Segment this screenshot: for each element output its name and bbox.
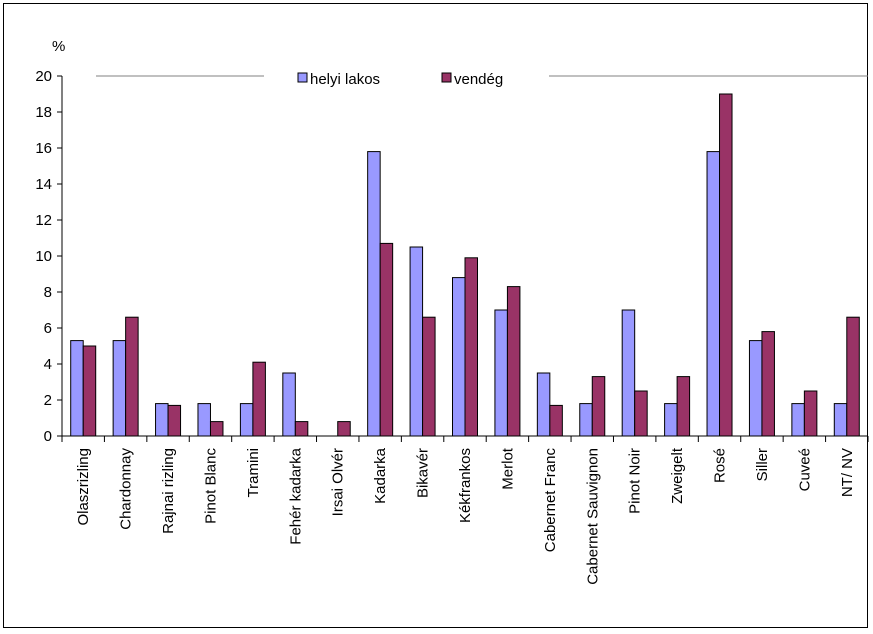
bar-helyi-lakos-15 [706,151,721,437]
bar-vendeg-9 [464,257,478,437]
y-tick-label: 12 [35,212,52,229]
x-tick-label: Bikavér [415,448,432,498]
bar-vendeg-18 [846,316,860,437]
chart-frame: % 0 2 4 6 8 10 12 14 16 18 20 Olaszrizling Chardonna… [3,3,869,628]
x-tick-label: NT/ NV [839,448,856,497]
x-tick-label: Kadarka [372,447,389,504]
y-axis-label: % [52,38,65,55]
x-tick-label: Pinot Blanc [202,448,219,524]
bar-helyi-lakos-2 [155,403,169,437]
bar-vendeg-6 [337,421,351,437]
bar-vendeg-5 [294,421,309,437]
legend-label-vendeg: vendég [454,71,503,88]
x-tick-label: Irsai Olvér [330,448,347,516]
x-tick-label: Cabernet Franc [542,448,559,553]
x-tick-label: Fehér kadarka [287,447,304,544]
x-tick-label: Zweigelt [669,447,686,504]
bar-helyi-lakos-18 [833,403,848,437]
y-tick-label: 16 [35,140,52,157]
bar-vendeg-17 [803,390,818,437]
bar-vendeg-14 [676,376,691,437]
bar-helyi-lakos-7 [367,151,381,437]
bar-vendeg-16 [761,331,775,437]
bar-vendeg-4 [252,361,266,437]
y-tick-label: 0 [44,428,52,445]
bar-helyi-lakos-3 [197,403,211,437]
bar-vendeg-10 [506,286,521,437]
bar-helyi-lakos-9 [452,277,466,437]
bar-vendeg-1 [125,316,139,437]
legend-swatch-helyi-lakos [297,72,308,83]
bar-vendeg-11 [549,404,563,437]
bar-helyi-lakos-11 [536,372,551,437]
bar-helyi-lakos-13 [621,309,636,437]
x-tick-label: Siller [754,448,771,481]
y-tick-label: 2 [44,392,52,409]
x-tick-label: Pinot Noir [627,448,644,514]
bar-helyi-lakos-8 [409,246,424,437]
bar-helyi-lakos-10 [494,309,508,437]
x-tick-label: Tramini [245,448,262,497]
x-tick-label: Rosé [712,448,729,483]
x-tick-label: Kékfrankos [457,448,474,523]
legend-label-helyi-lakos: helyi lakos [310,71,380,88]
y-tick-label: 8 [44,284,52,301]
bar-vendeg-3 [209,421,224,437]
bar-vendeg-12 [591,376,606,437]
legend-swatch-vendeg [441,72,452,83]
x-tick-label: Chardonnay [118,448,135,530]
bar-vendeg-2 [167,404,182,437]
bar-vendeg-15 [719,93,733,437]
bar-vendeg-0 [82,345,97,437]
bar-vendeg-13 [634,390,648,437]
x-tick-label: Rajnai rizling [160,448,177,534]
y-tick-label: 14 [35,176,52,193]
bar-vendeg-7 [379,242,394,437]
x-tick-label: Cabernet Sauvignon [584,448,601,585]
bar-chart: % 0 2 4 6 8 10 12 14 16 18 20 Olaszrizling Chardonna… [35,38,869,585]
x-tick-label: Olaszrizling [75,448,92,526]
x-tick-label: Merlot [499,447,516,490]
y-tick-label: 6 [44,320,52,337]
y-tick-label: 18 [35,104,52,121]
x-tick-label: Cuveé [796,448,813,491]
bar-helyi-lakos-12 [579,403,593,437]
bar-helyi-lakos-4 [239,403,254,437]
y-tick-label: 4 [44,356,52,373]
bar-helyi-lakos-1 [112,340,127,437]
bar-helyi-lakos-17 [791,403,805,437]
bar-vendeg-8 [422,316,436,437]
bar-helyi-lakos-0 [70,340,84,437]
bar-helyi-lakos-14 [664,403,678,437]
bar-helyi-lakos-5 [282,372,296,437]
bar-helyi-lakos-16 [748,340,763,437]
y-tick-label: 20 [35,68,52,85]
y-tick-label: 10 [35,248,52,265]
